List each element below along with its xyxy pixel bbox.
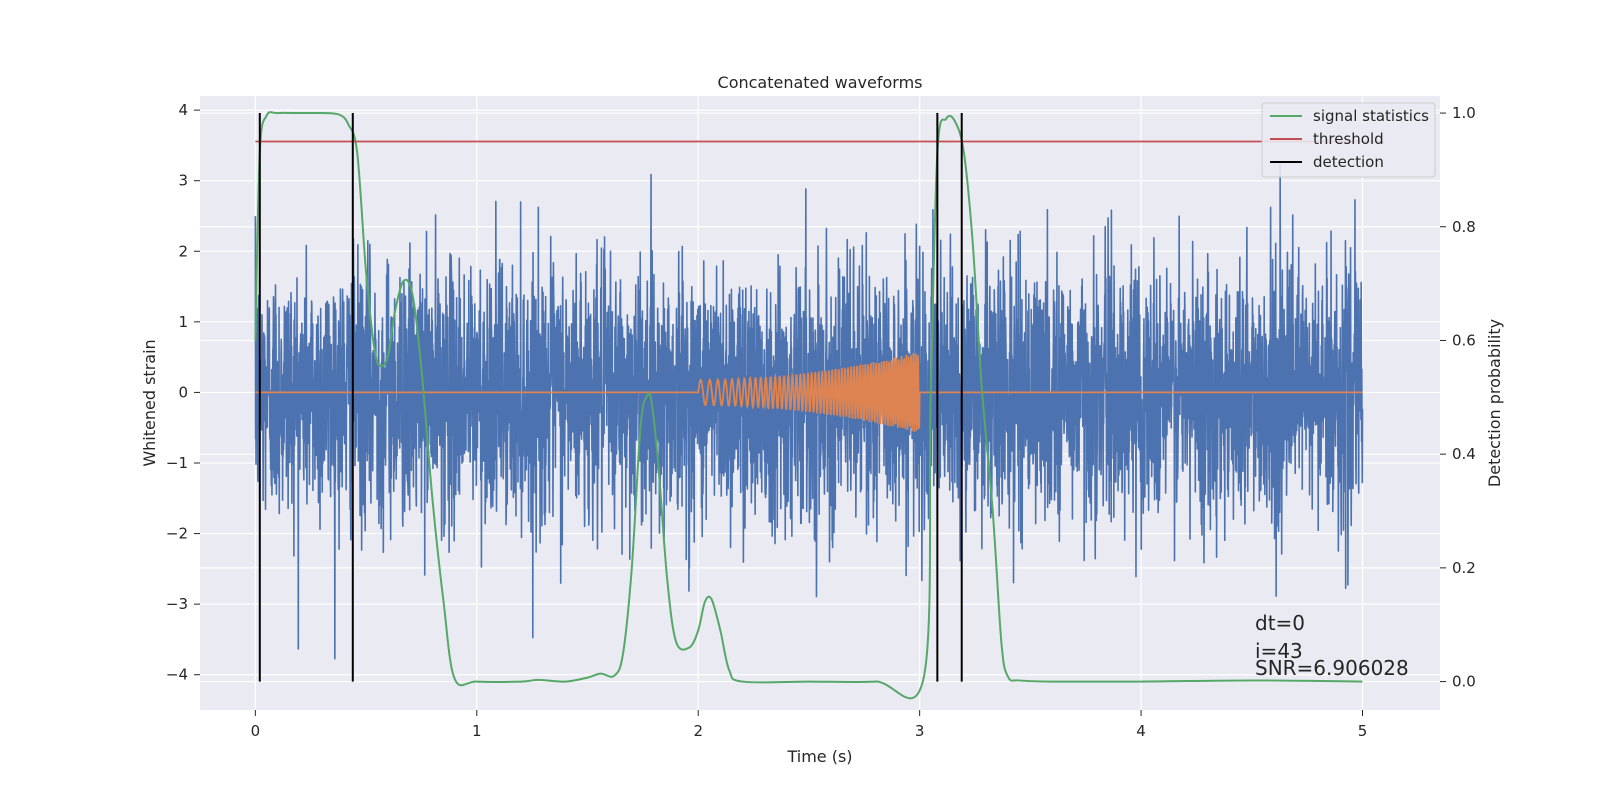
- legend-label-threshold: threshold: [1313, 130, 1384, 148]
- x-tick-label-4: 4: [1136, 722, 1146, 740]
- annotation-index: i=43: [1255, 639, 1303, 663]
- y-left-tick-label-6: −2: [166, 525, 188, 543]
- x-tick-label-3: 3: [915, 722, 925, 740]
- waveform-series: [255, 353, 1363, 432]
- y-right-tick-label-1: 0.8: [1452, 218, 1476, 236]
- x-tick-label-5: 5: [1358, 722, 1368, 740]
- x-axis: 0 1 2 3 4 5: [251, 710, 1368, 740]
- legend-label-signal-statistics: signal statistics: [1313, 107, 1429, 125]
- y-left-tick-label-3: 1: [178, 313, 188, 331]
- y-left-tick-label-8: −4: [166, 666, 188, 684]
- chart-title: Concatenated waveforms: [718, 73, 923, 92]
- y-axis-left-label: Whitened strain: [140, 339, 159, 466]
- signal-statistics-series: [254, 111, 1363, 700]
- x-tick-label-1: 1: [472, 722, 482, 740]
- y-right-tick-label-3: 0.4: [1452, 445, 1476, 463]
- detection-series: [258, 113, 963, 682]
- y-left-tick-label-2: 2: [178, 242, 188, 260]
- y-axis-left: 4 3 2 1 0 −1 −2 −3 −4: [166, 101, 200, 684]
- x-tick-label-0: 0: [251, 722, 261, 740]
- waveform-line: [255, 353, 1363, 432]
- x-tick-label-2: 2: [693, 722, 703, 740]
- annotation-snr: SNR=6.906028: [1255, 656, 1409, 680]
- y-left-tick-label-0: 4: [178, 101, 188, 119]
- y-right-tick-label-0: 1.0: [1452, 104, 1476, 122]
- y-right-tick-label-2: 0.6: [1452, 331, 1476, 349]
- x-axis-label: Time (s): [786, 747, 852, 766]
- legend-box: [1261, 102, 1436, 178]
- y-left-tick-label-4: 0: [178, 383, 188, 401]
- y-right-tick-label-5: 0.0: [1452, 673, 1476, 691]
- y-left-tick-label-5: −1: [166, 454, 188, 472]
- y-axis-right-label: Detection probability: [1485, 319, 1504, 487]
- y-left-tick-label-7: −3: [166, 595, 188, 613]
- annotation-dt: dt=0: [1255, 611, 1305, 635]
- signal-statistics-line: [254, 111, 1363, 700]
- y-left-tick-label-1: 3: [178, 172, 188, 190]
- legend-label-detection: detection: [1313, 153, 1384, 171]
- y-right-tick-label-4: 0.2: [1452, 559, 1476, 577]
- legend: signal statistics threshold detection: [1261, 102, 1436, 178]
- y-axis-right: 1.0 0.8 0.6 0.4 0.2 0.0: [1440, 104, 1476, 691]
